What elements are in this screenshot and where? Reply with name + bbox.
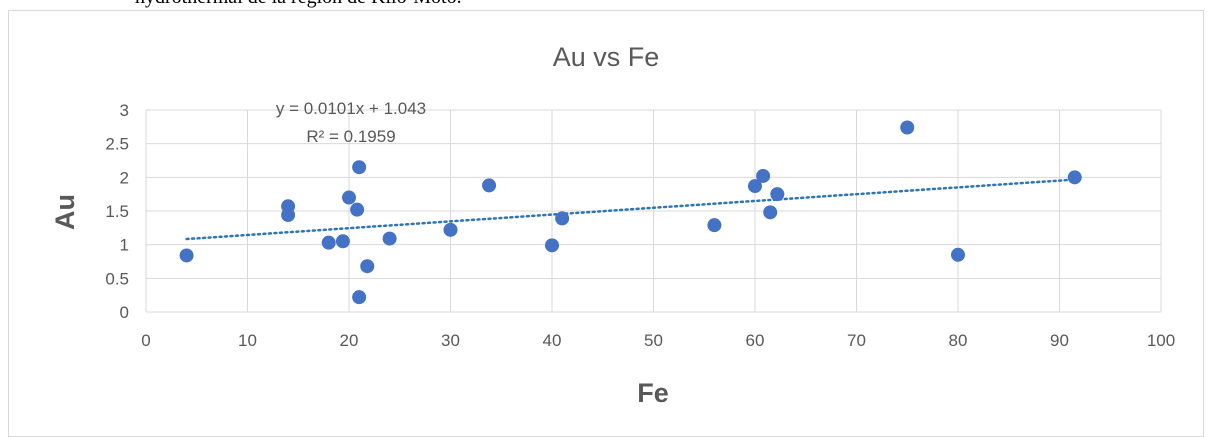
data-point — [443, 222, 458, 237]
trendline-path — [185, 178, 1076, 241]
y-axis-ticks: 0 0.5 1 1.5 2 2.5 3 — [105, 101, 129, 322]
data-point — [482, 178, 497, 193]
data-point — [900, 120, 915, 135]
trendline — [185, 178, 1076, 241]
data-point — [707, 218, 722, 233]
data-point — [321, 235, 336, 250]
data-point — [1067, 170, 1082, 185]
data-point — [352, 160, 367, 175]
data-point — [555, 211, 570, 226]
x-axis-label: Fe — [637, 378, 669, 408]
chart-area — [8, 10, 1204, 437]
y-tick-label: 2.5 — [105, 135, 129, 154]
x-tick-label: 100 — [1147, 331, 1175, 350]
trendline-equation: y = 0.0101x + 1.043 — [276, 99, 426, 118]
x-tick-label: 90 — [1050, 331, 1069, 350]
trendline-r2: R² = 0.1959 — [306, 127, 395, 146]
y-tick-label: 3 — [120, 101, 129, 120]
data-point — [350, 202, 365, 217]
data-point — [281, 208, 296, 223]
x-tick-label: 50 — [644, 331, 663, 350]
data-point — [382, 231, 397, 246]
document-header-text: hydrothermal de la région de Kilo-Moto. — [135, 0, 462, 9]
data-point — [545, 238, 559, 253]
x-tick-label: 20 — [340, 331, 359, 350]
data-point — [335, 234, 350, 249]
data-point — [763, 205, 778, 220]
y-tick-label: 0 — [120, 303, 129, 322]
x-tick-label: 80 — [949, 331, 968, 350]
data-point — [342, 190, 356, 205]
data-point — [770, 187, 785, 202]
chart-title: Au vs Fe — [553, 42, 660, 72]
data-point — [179, 248, 194, 263]
x-tick-label: 0 — [141, 331, 150, 350]
data-points — [179, 120, 1082, 305]
y-axis-label: Au — [50, 194, 80, 230]
x-tick-label: 10 — [238, 331, 257, 350]
x-tick-label: 40 — [543, 331, 562, 350]
x-tick-label: 70 — [847, 331, 866, 350]
y-tick-label: 0.5 — [105, 269, 129, 288]
data-point — [360, 259, 375, 274]
gridlines — [145, 109, 1162, 313]
data-point — [951, 247, 965, 262]
y-tick-label: 2 — [120, 168, 129, 187]
data-point — [352, 290, 367, 305]
y-tick-label: 1.5 — [105, 202, 129, 221]
y-tick-label: 1 — [120, 236, 129, 255]
x-tick-label: 30 — [441, 331, 460, 350]
data-point — [748, 179, 762, 194]
x-tick-label: 60 — [746, 331, 765, 350]
header-strip: hydrothermal de la région de Kilo-Moto. — [0, 0, 1209, 10]
data-point — [756, 168, 771, 183]
x-axis-ticks: 0 10 20 30 40 50 60 70 80 90 100 — [141, 331, 1175, 350]
